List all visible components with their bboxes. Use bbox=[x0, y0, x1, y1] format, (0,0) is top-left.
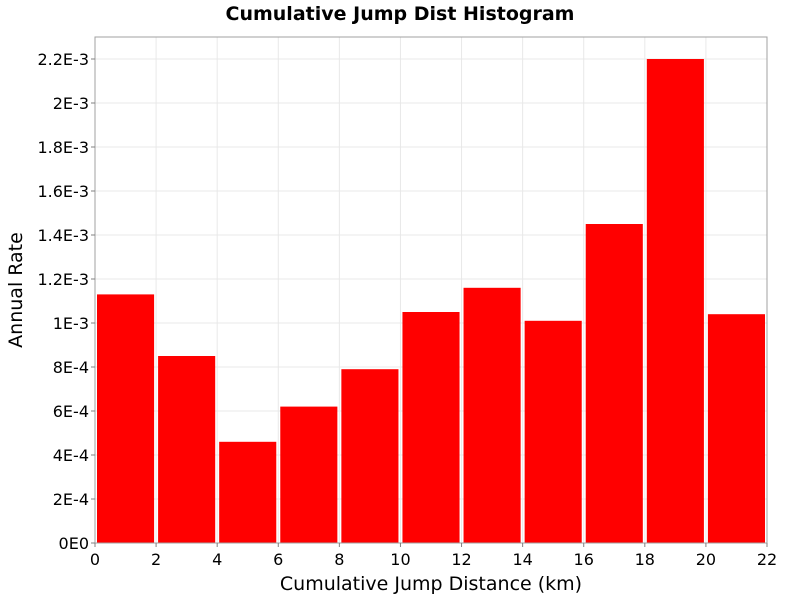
y-tick-label: 2E-4 bbox=[53, 490, 89, 509]
histogram-bar bbox=[646, 59, 704, 543]
x-tick-label: 10 bbox=[390, 550, 410, 569]
x-axis-ticks: 0 2 4 6 8 10 12 14 16 18 20 22 bbox=[90, 543, 777, 569]
bars-group bbox=[97, 59, 765, 543]
y-tick-label: 2.2E-3 bbox=[37, 50, 89, 69]
y-axis-label: Annual Rate bbox=[5, 232, 27, 348]
histogram-bar bbox=[219, 441, 277, 543]
y-tick-label: 1E-3 bbox=[53, 314, 89, 333]
histogram-bar bbox=[463, 287, 521, 543]
x-tick-label: 22 bbox=[757, 550, 777, 569]
y-tick-label: 8E-4 bbox=[53, 358, 89, 377]
histogram-bar bbox=[97, 294, 155, 543]
y-tick-label: 0E0 bbox=[59, 534, 89, 553]
histogram-bar bbox=[158, 356, 216, 543]
x-tick-label: 20 bbox=[696, 550, 716, 569]
y-tick-label: 1.4E-3 bbox=[37, 226, 89, 245]
histogram-bar bbox=[341, 369, 399, 543]
x-tick-label: 0 bbox=[90, 550, 100, 569]
histogram-bar bbox=[524, 320, 582, 543]
plot-area-frame bbox=[94, 36, 768, 544]
x-tick-label: 12 bbox=[451, 550, 471, 569]
y-tick-label: 1.6E-3 bbox=[37, 182, 89, 201]
y-tick-label: 1.8E-3 bbox=[37, 138, 89, 157]
x-tick-label: 8 bbox=[334, 550, 344, 569]
x-tick-label: 6 bbox=[273, 550, 283, 569]
x-axis-label: Cumulative Jump Distance (km) bbox=[280, 573, 582, 595]
histogram-bar bbox=[280, 406, 338, 543]
histogram-bar bbox=[585, 224, 643, 543]
y-tick-label: 4E-4 bbox=[53, 446, 89, 465]
x-tick-label: 18 bbox=[635, 550, 655, 569]
x-tick-label: 2 bbox=[151, 550, 161, 569]
histogram-bar bbox=[402, 312, 460, 543]
histogram-bar bbox=[707, 314, 765, 543]
x-tick-label: 4 bbox=[212, 550, 222, 569]
x-tick-label: 14 bbox=[512, 550, 532, 569]
y-tick-label: 6E-4 bbox=[53, 402, 89, 421]
y-tick-label: 2E-3 bbox=[53, 94, 89, 113]
chart-title: Cumulative Jump Dist Histogram bbox=[226, 3, 575, 25]
y-axis-ticks: 0E0 2E-4 4E-4 6E-4 8E-4 1E-3 1.2E-3 1.4E-3 1.6E-… bbox=[37, 50, 95, 553]
y-tick-label: 1.2E-3 bbox=[37, 270, 89, 289]
x-tick-label: 16 bbox=[574, 550, 594, 569]
